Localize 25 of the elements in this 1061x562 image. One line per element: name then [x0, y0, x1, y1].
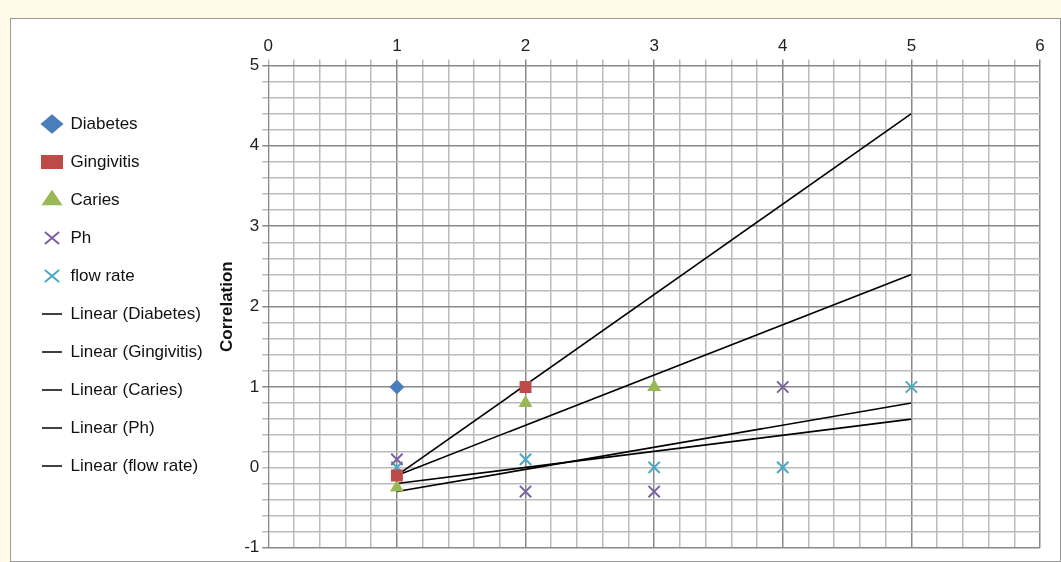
x-tick-label: 3	[649, 35, 659, 55]
legend-label: Linear (Diabetes)	[70, 303, 201, 323]
y-axis-title: Correlation	[216, 261, 236, 352]
x-tick-label: 0	[263, 35, 274, 55]
x-tick-label: 5	[906, 35, 917, 55]
y-tick-label: 0	[249, 457, 260, 477]
y-tick-label: 1	[249, 376, 260, 396]
legend-label: Ph	[70, 227, 92, 247]
legend-label: Diabetes	[70, 113, 138, 133]
legend-label: Linear (flow rate)	[70, 455, 199, 475]
x-tick-label: 4	[778, 35, 788, 55]
y-tick-label: 2	[249, 296, 260, 316]
y-tick-label: -1	[244, 537, 260, 557]
legend-label: Linear (Gingivitis)	[70, 341, 203, 361]
legend-label: Gingivitis	[70, 151, 140, 171]
y-tick-label: 5	[249, 55, 260, 75]
x-tick-label: 2	[520, 35, 531, 55]
legend-label: flow rate	[70, 265, 135, 285]
legend-label: Caries	[70, 189, 120, 209]
x-tick-label: 6	[1035, 35, 1045, 55]
legend-label: Linear (Caries)	[70, 379, 183, 399]
y-tick-label: 3	[249, 215, 260, 235]
y-tick-label: 4	[249, 135, 260, 155]
legend-label: Linear (Ph)	[70, 417, 155, 437]
x-tick-label: 1	[392, 35, 402, 55]
